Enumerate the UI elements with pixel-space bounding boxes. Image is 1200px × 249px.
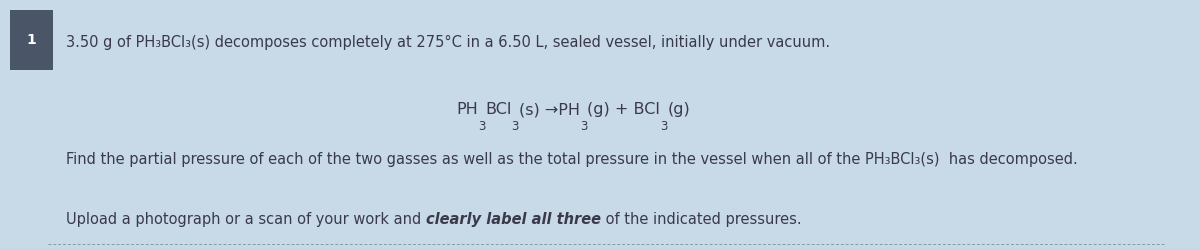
- Text: (g) + BCl: (g) + BCl: [587, 102, 660, 117]
- Text: 3: 3: [478, 121, 485, 133]
- FancyBboxPatch shape: [10, 10, 53, 70]
- Text: clearly label all three: clearly label all three: [426, 212, 601, 227]
- Text: of the indicated pressures.: of the indicated pressures.: [601, 212, 802, 227]
- Text: 3: 3: [660, 121, 667, 133]
- Text: PH: PH: [456, 102, 478, 117]
- Text: Upload a photograph or a scan of your work and: Upload a photograph or a scan of your wo…: [66, 212, 426, 227]
- Text: 1: 1: [26, 33, 36, 47]
- Text: (g): (g): [667, 102, 690, 117]
- Text: (s) →PH: (s) →PH: [518, 102, 580, 117]
- Text: 3.50 g of PH₃BCl₃(s) decomposes completely at 275°C in a 6.50 L, sealed vessel, : 3.50 g of PH₃BCl₃(s) decomposes complete…: [66, 35, 830, 50]
- Text: BCl: BCl: [485, 102, 511, 117]
- Text: Find the partial pressure of each of the two gasses as well as the total pressur: Find the partial pressure of each of the…: [66, 152, 1078, 167]
- Text: 3: 3: [580, 121, 587, 133]
- Text: 3: 3: [511, 121, 518, 133]
